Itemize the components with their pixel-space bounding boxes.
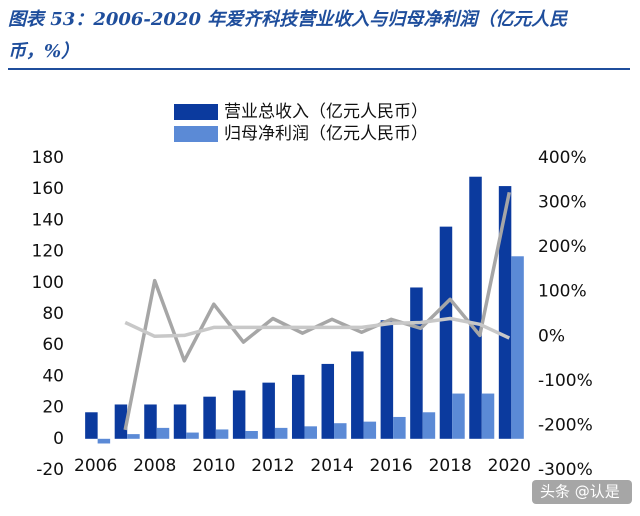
bar [127, 434, 140, 439]
bar [274, 427, 288, 439]
bar [114, 404, 128, 439]
bar [380, 320, 394, 439]
x-tick-label: 2008 [133, 456, 176, 476]
y2-tick-label: 300% [538, 193, 587, 213]
bar [304, 426, 317, 439]
legend-label: 归母净利润（亿元人民币） [224, 124, 428, 144]
bar [422, 412, 436, 439]
bar [393, 416, 406, 439]
y2-tick-label: 100% [538, 282, 587, 302]
y-tick-label: 160 [32, 179, 64, 199]
y-tick-label: -20 [36, 460, 64, 480]
y2-tick-label: -200% [538, 415, 593, 435]
title-rule [8, 68, 630, 70]
bar [97, 438, 111, 444]
line [124, 316, 511, 340]
bar [291, 374, 305, 439]
x-tick-label: 2012 [251, 456, 294, 476]
bar [439, 226, 453, 439]
bar [245, 431, 258, 439]
chart-title: 图表 53：2006-2020 年爱齐科技营业收入与归母净利润（亿元人民币，%） [8, 9, 568, 62]
bar [452, 393, 465, 439]
y-tick-label: 180 [32, 148, 64, 168]
bar [351, 351, 364, 439]
bar [186, 432, 199, 439]
watermark-bg [532, 480, 632, 504]
legend-swatch [174, 104, 218, 120]
bar [156, 427, 170, 439]
bar [481, 393, 495, 439]
bar [203, 396, 216, 439]
y2-tick-label: -300% [538, 460, 593, 480]
x-tick-label: 2014 [310, 456, 353, 476]
bar [144, 404, 157, 439]
bar [511, 256, 524, 439]
y2-tick-label: 0% [538, 326, 565, 346]
y-tick-label: 140 [32, 210, 64, 230]
y-tick-label: 20 [42, 398, 64, 418]
x-tick-label: 2016 [369, 456, 412, 476]
bar [363, 421, 377, 439]
y-tick-label: 40 [42, 366, 64, 386]
bar [321, 363, 335, 439]
y2-tick-label: 200% [538, 237, 587, 257]
bar [262, 382, 275, 439]
x-tick-label: 2018 [429, 456, 472, 476]
x-tick-label: 2006 [74, 456, 117, 476]
x-tick-label: 2020 [488, 456, 531, 476]
y-tick-label: 80 [42, 304, 64, 324]
bar [410, 287, 423, 439]
bar [498, 186, 512, 439]
y-tick-label: 0 [53, 429, 64, 449]
bar [232, 390, 246, 439]
y2-tick-label: -100% [538, 371, 593, 391]
legend-label: 营业总收入（亿元人民币） [224, 102, 428, 122]
bar [85, 412, 98, 439]
y2-tick-label: 400% [538, 148, 587, 168]
bar [334, 423, 347, 439]
bar [215, 429, 229, 439]
y-tick-label: 60 [42, 335, 64, 355]
y-tick-label: 100 [32, 273, 64, 293]
watermark: 头条 @认是 [540, 483, 620, 501]
legend-swatch [174, 126, 218, 142]
x-tick-label: 2010 [192, 456, 235, 476]
bar [469, 176, 482, 439]
y-tick-label: 120 [32, 242, 64, 262]
bar [173, 404, 187, 439]
